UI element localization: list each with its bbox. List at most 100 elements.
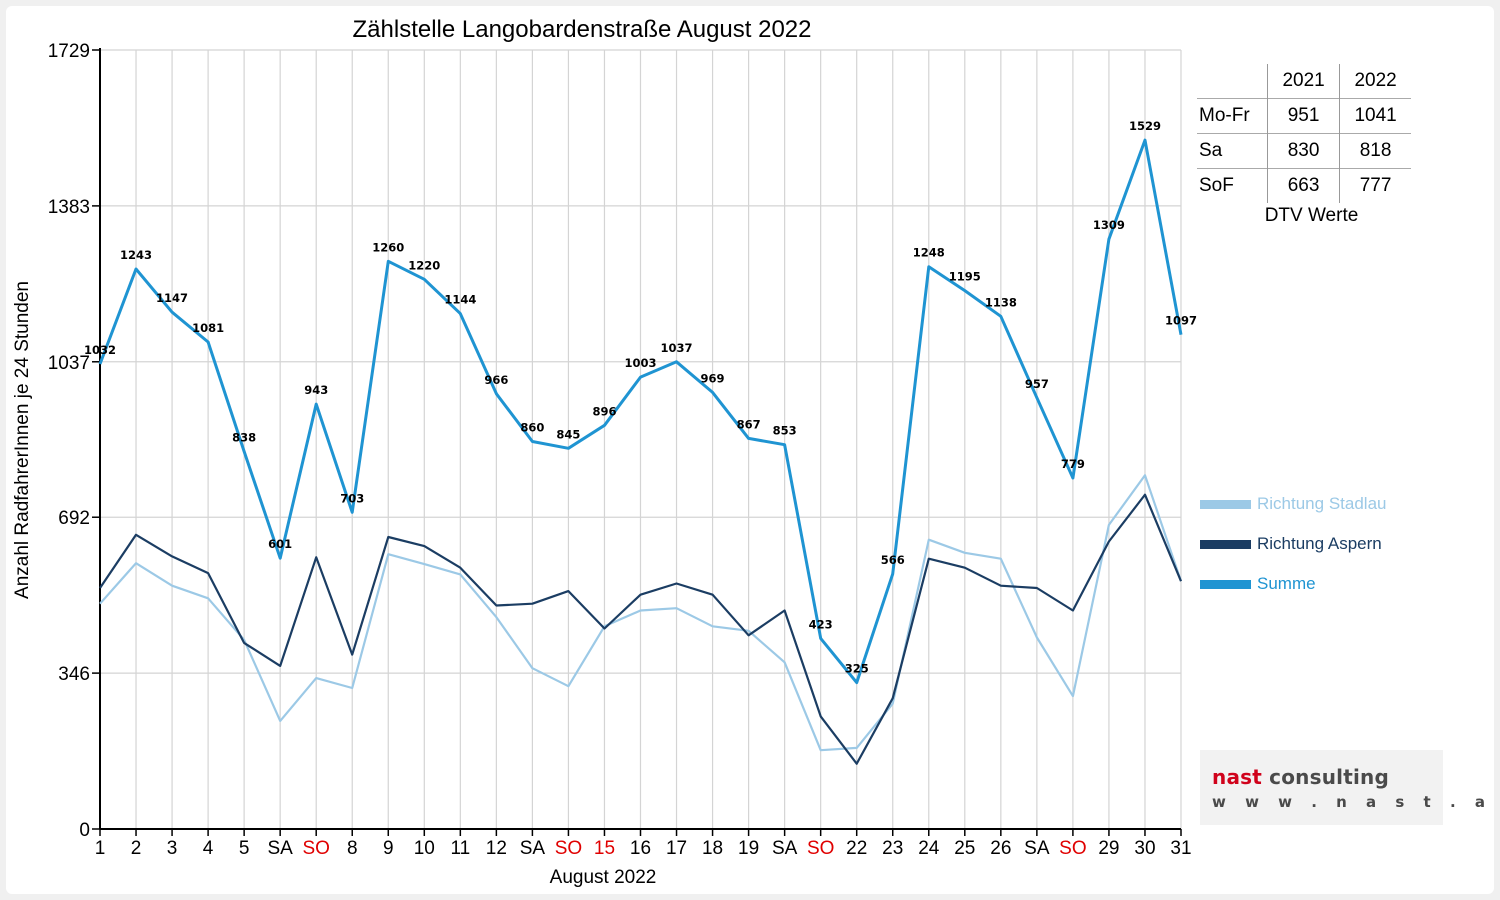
data-label: 1220 xyxy=(408,258,440,272)
y-tick-label: 1383 xyxy=(48,197,90,218)
dtv-row-label: Mo-Fr xyxy=(1197,98,1268,134)
x-tick-label: 15 xyxy=(594,838,615,859)
x-tick-label: 29 xyxy=(1098,838,1119,859)
x-tick-label: 11 xyxy=(450,838,470,859)
data-label: 1195 xyxy=(949,270,981,284)
data-label: 1529 xyxy=(1129,119,1161,133)
x-tick-label: 12 xyxy=(486,838,507,859)
data-label: 1003 xyxy=(624,356,656,370)
nast-consulting-logo: nast consulting w w w . n a s t . a t xyxy=(1200,750,1500,825)
y-tick-label: 1729 xyxy=(48,41,90,62)
data-label: 896 xyxy=(592,404,616,418)
data-label: 957 xyxy=(1025,377,1049,391)
data-label: 969 xyxy=(701,371,725,385)
x-tick-label: 3 xyxy=(167,838,178,859)
x-tick-label: 18 xyxy=(702,838,723,859)
y-tick-label: 692 xyxy=(58,508,90,529)
legend-item-summe: Summe xyxy=(1200,574,1316,596)
x-tick-label: SO xyxy=(302,838,329,859)
x-tick-label: 26 xyxy=(990,838,1011,859)
x-tick-label: 19 xyxy=(738,838,759,859)
data-label: 1243 xyxy=(120,248,152,262)
legend-swatch xyxy=(1200,540,1251,550)
data-label: 867 xyxy=(737,417,761,431)
x-tick-label: 4 xyxy=(203,838,214,859)
x-tick-label: 22 xyxy=(846,838,867,859)
data-label: 1248 xyxy=(913,246,945,260)
dtv-cell: 830 xyxy=(1266,133,1340,169)
data-label: 966 xyxy=(484,373,508,387)
x-tick-label: 17 xyxy=(666,838,687,859)
x-tick-label: 23 xyxy=(882,838,903,859)
data-label: 1147 xyxy=(156,291,188,305)
x-tick-label: SA xyxy=(1024,838,1050,859)
x-tick-label: 1 xyxy=(95,838,106,859)
legend-swatch xyxy=(1200,580,1251,590)
data-label: 860 xyxy=(520,421,544,435)
data-label: 1309 xyxy=(1093,218,1125,232)
x-tick-label: SA xyxy=(520,838,546,859)
dtv-cell: 663 xyxy=(1266,168,1340,203)
dtv-header-empty xyxy=(1197,64,1268,99)
data-label: 423 xyxy=(809,617,833,631)
y-tick-label: 0 xyxy=(79,820,90,841)
data-label: 1081 xyxy=(192,321,224,335)
dtv-header-2022: 2022 xyxy=(1339,64,1411,99)
x-tick-label: 30 xyxy=(1134,838,1155,859)
y-tick-label: 346 xyxy=(58,664,90,685)
x-tick-label: 10 xyxy=(414,838,435,859)
legend-item-aspern: Richtung Aspern xyxy=(1200,534,1382,556)
dtv-cell: 951 xyxy=(1266,98,1340,134)
x-tick-label: 24 xyxy=(918,838,940,859)
chart-title: Zählstelle Langobardenstraße August 2022 xyxy=(353,16,812,43)
data-label: 1144 xyxy=(444,293,476,307)
dtv-header-2021: 2021 xyxy=(1266,64,1340,99)
grid xyxy=(100,49,1182,829)
series-line-stadlau xyxy=(99,474,1183,752)
legend-label: Richtung Stadlau xyxy=(1257,494,1387,513)
legend-swatch xyxy=(1200,500,1251,510)
logo-wordmark: nast consulting xyxy=(1212,765,1389,789)
dtv-table: 2021 2022 Mo-Fr 951 1041 Sa 830 818 SoF … xyxy=(1197,64,1412,227)
dtv-cell: 1041 xyxy=(1339,98,1411,134)
data-label: 845 xyxy=(556,427,580,441)
x-tick-label: SA xyxy=(772,838,798,859)
data-label: 566 xyxy=(881,553,905,567)
dtv-row-label: SoF xyxy=(1197,168,1268,203)
data-label: 779 xyxy=(1061,457,1085,471)
data-labels: 1032 1243 1147 1081 838 601 943 703 1260 1220 1144… xyxy=(84,119,1197,675)
series-line-summe xyxy=(98,138,1183,685)
dtv-cell: 818 xyxy=(1339,133,1411,169)
logo-url: w w w . n a s t . a t xyxy=(1212,793,1500,811)
data-label: 325 xyxy=(845,662,869,676)
x-tick-label: 31 xyxy=(1170,838,1191,859)
x-tick-label: 8 xyxy=(347,838,358,859)
y-tick-label: 1037 xyxy=(48,353,90,374)
data-label: 1097 xyxy=(1165,314,1197,328)
dtv-caption: DTV Werte xyxy=(1264,205,1359,226)
data-label: 838 xyxy=(232,430,256,444)
data-label: 943 xyxy=(304,383,328,397)
data-label: 1260 xyxy=(372,240,404,254)
legend-item-stadlau: Richtung Stadlau xyxy=(1200,494,1386,516)
x-tick-label: SO xyxy=(555,838,582,859)
x-axis-label: August 2022 xyxy=(550,867,657,888)
legend-label: Richtung Aspern xyxy=(1257,534,1382,553)
data-label: 853 xyxy=(773,424,797,438)
x-tick-label: SA xyxy=(267,838,293,859)
x-tick-label: 16 xyxy=(630,838,651,859)
legend-label: Summe xyxy=(1257,574,1316,593)
data-label: 703 xyxy=(340,491,364,505)
series-lines xyxy=(98,138,1183,765)
x-tick-label: 2 xyxy=(131,838,142,859)
dtv-cell: 777 xyxy=(1339,168,1411,203)
x-tick-label: SO xyxy=(807,838,834,859)
x-tick-label: 25 xyxy=(954,838,975,859)
x-tick-label: SO xyxy=(1059,838,1086,859)
x-tick-label: 9 xyxy=(383,838,394,859)
y-axis-label: Anzahl RadfahrerInnen je 24 Stunden xyxy=(12,281,33,599)
data-label: 1032 xyxy=(84,343,116,357)
dtv-row-label: Sa xyxy=(1197,133,1268,169)
